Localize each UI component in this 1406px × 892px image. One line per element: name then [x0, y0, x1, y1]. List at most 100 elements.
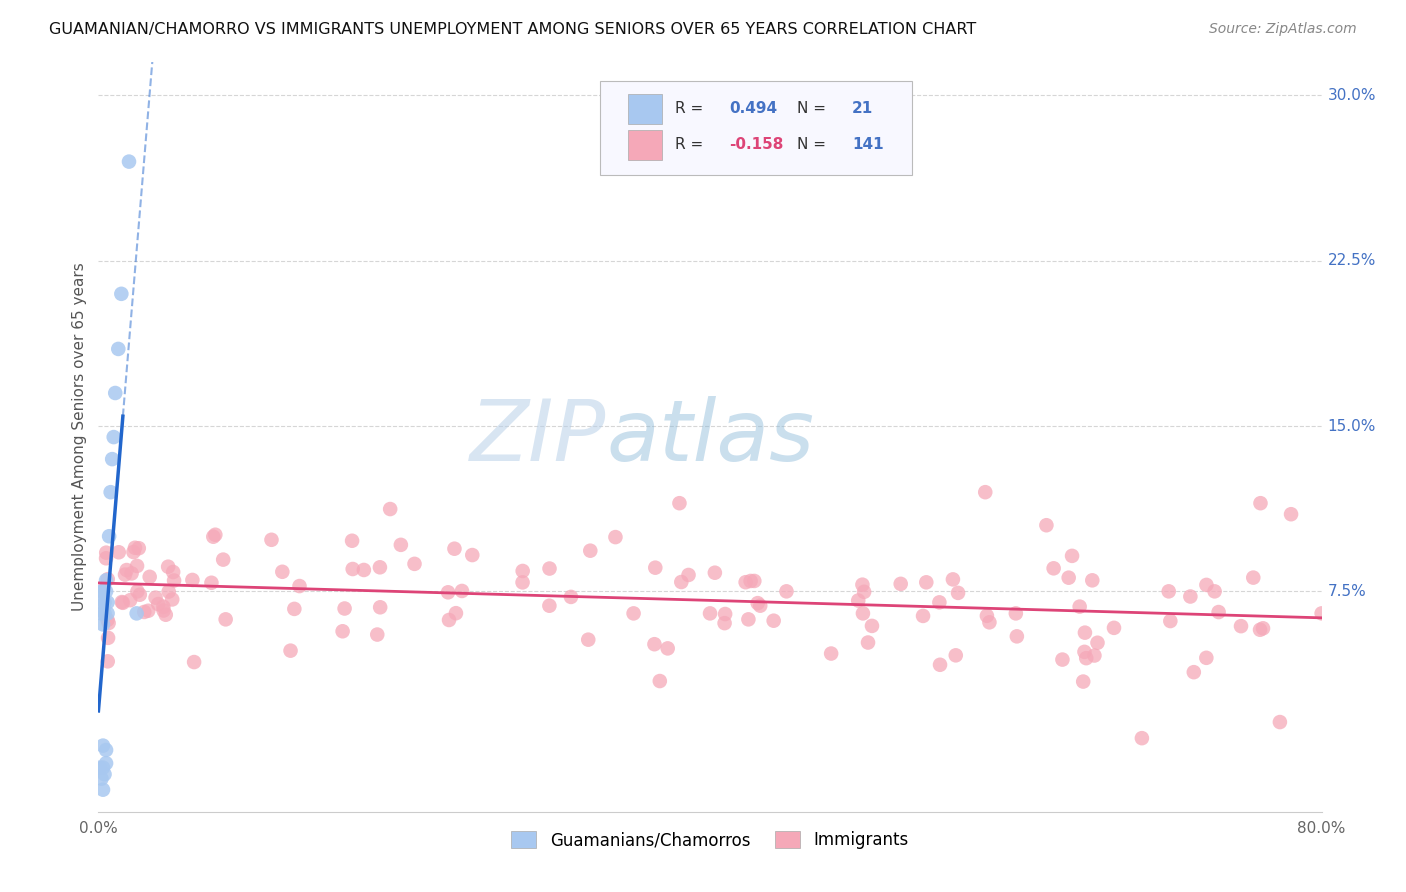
Point [1130, 731, 1153, 746]
Point [214, 612, 236, 626]
Point [852, 607, 875, 621]
Bar [628, 94, 662, 124]
Point [91, 782, 114, 797]
Point [93, 767, 115, 781]
Point [101, 452, 124, 467]
Point [111, 595, 134, 609]
Text: 15.0%: 15.0% [1327, 418, 1376, 434]
Point [202, 530, 225, 544]
Point [389, 538, 412, 552]
Point [1204, 584, 1226, 599]
Point [623, 607, 645, 621]
Point [94, 551, 117, 566]
Point [90, 607, 112, 621]
Point [437, 585, 460, 599]
Point [851, 577, 873, 591]
Point [89, 761, 111, 775]
Point [380, 502, 402, 516]
Text: 30.0%: 30.0% [1327, 88, 1376, 103]
Point [1159, 614, 1181, 628]
Text: 21: 21 [852, 102, 873, 116]
Point [91, 739, 114, 753]
Point [1195, 650, 1218, 665]
Point [1071, 674, 1094, 689]
Point [94, 756, 117, 771]
Point [288, 579, 311, 593]
Point [605, 530, 627, 544]
Point [856, 635, 879, 649]
Point [860, 619, 883, 633]
Point [678, 568, 700, 582]
Point [461, 548, 484, 562]
Point [1074, 625, 1097, 640]
Point [127, 584, 149, 599]
Point [366, 627, 388, 641]
Point [138, 570, 160, 584]
Point [152, 603, 174, 617]
Point [90, 584, 112, 599]
Point [118, 154, 141, 169]
Point [762, 614, 785, 628]
Text: Source: ZipAtlas.com: Source: ZipAtlas.com [1209, 22, 1357, 37]
Point [1073, 645, 1095, 659]
Point [162, 565, 184, 579]
Point [579, 543, 602, 558]
Point [125, 607, 148, 621]
Point [740, 574, 762, 588]
Point [353, 563, 375, 577]
Point [512, 575, 534, 590]
Point [342, 562, 364, 576]
Point [942, 573, 965, 587]
Point [89, 595, 111, 609]
Point [96, 546, 118, 560]
Point [93, 595, 115, 609]
Text: 22.5%: 22.5% [1327, 253, 1376, 268]
Point [90, 772, 112, 786]
Point [912, 608, 935, 623]
Point [110, 286, 132, 301]
Point [1005, 629, 1028, 643]
Point [94, 584, 117, 599]
Point [283, 602, 305, 616]
Point [204, 527, 226, 541]
Point [1249, 496, 1271, 510]
Point [1081, 574, 1104, 588]
Point [1279, 507, 1302, 521]
Point [163, 574, 186, 588]
Point [145, 591, 167, 605]
Bar [628, 130, 662, 160]
Point [538, 599, 561, 613]
Point [157, 584, 180, 599]
Point [734, 575, 756, 590]
Point [1230, 619, 1253, 633]
Point [1087, 636, 1109, 650]
Point [97, 572, 120, 586]
Point [121, 566, 143, 581]
Point [1004, 607, 1026, 621]
Point [1057, 571, 1080, 585]
Text: R =: R = [675, 102, 703, 116]
Point [1241, 571, 1264, 585]
Text: ZIP: ZIP [470, 395, 606, 479]
Point [538, 561, 561, 575]
Point [97, 654, 120, 668]
Point [157, 559, 180, 574]
Point [115, 563, 138, 577]
Point [657, 641, 679, 656]
Text: 7.5%: 7.5% [1327, 584, 1367, 599]
Point [97, 607, 120, 621]
Point [96, 613, 118, 627]
Point [1310, 607, 1333, 621]
Point [668, 496, 690, 510]
Point [103, 430, 125, 444]
Point [1195, 578, 1218, 592]
Text: N =: N = [797, 137, 825, 153]
Point [713, 616, 735, 631]
Point [280, 643, 302, 657]
Point [1249, 623, 1271, 637]
Point [928, 595, 950, 609]
Point [100, 485, 122, 500]
Point [1102, 621, 1125, 635]
Point [1180, 590, 1202, 604]
Point [915, 575, 938, 590]
